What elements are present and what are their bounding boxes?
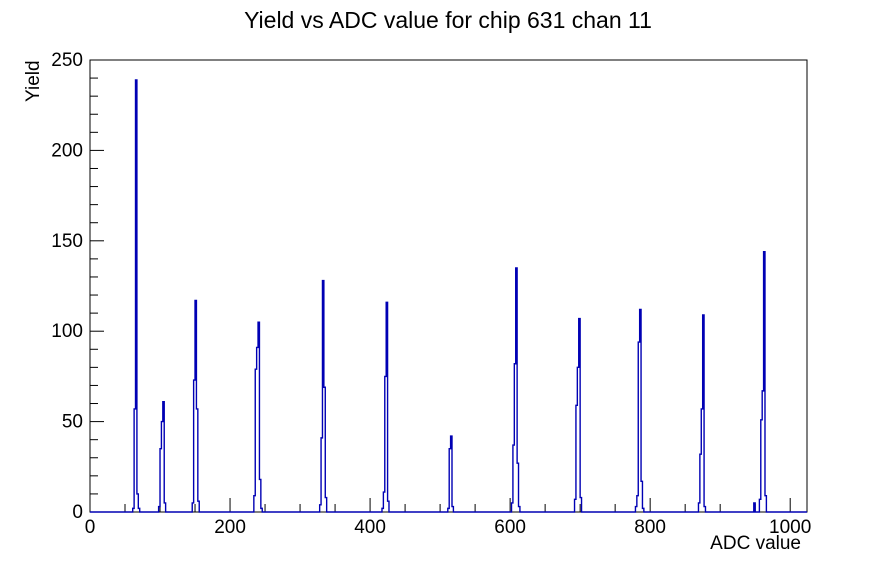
- y-tick-label: 150: [51, 231, 83, 252]
- x-tick-label: 400: [354, 517, 386, 538]
- x-tick-label: 800: [634, 517, 666, 538]
- histogram-line: [90, 79, 807, 513]
- y-axis-title: Yield: [23, 60, 44, 102]
- x-tick-label: 1000: [769, 517, 811, 538]
- y-tick-label: 100: [51, 321, 83, 342]
- axis-ticks: [89, 59, 791, 513]
- y-tick-label: 250: [51, 50, 83, 71]
- plot-frame: [89, 59, 808, 513]
- x-tick-label: 0: [85, 517, 96, 538]
- chart-title: Yield vs ADC value for chip 631 chan 11: [244, 7, 652, 33]
- x-tick-label: 600: [494, 517, 526, 538]
- y-tick-label: 200: [51, 140, 83, 161]
- x-axis-title: ADC value: [710, 533, 801, 554]
- y-tick-label: 50: [62, 412, 83, 433]
- tick-labels: 0 200 400 600 800 1000 0 50 100 150 200 250: [51, 50, 811, 538]
- x-tick-label: 200: [214, 517, 246, 538]
- y-tick-label: 0: [72, 502, 83, 523]
